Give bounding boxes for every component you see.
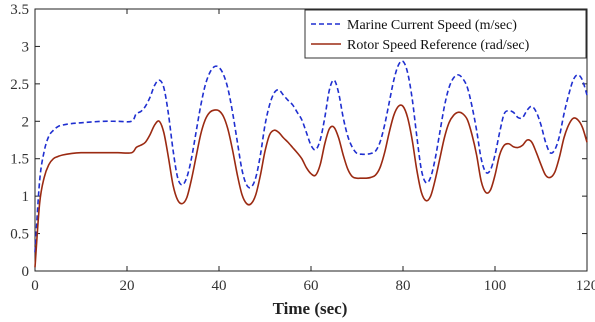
x-tick-label: 20: [120, 278, 135, 294]
y-tick-label: 3.5: [10, 2, 29, 18]
x-tick-label: 0: [31, 278, 39, 294]
legend-box: [304, 9, 587, 59]
x-tick-label: 120: [576, 278, 595, 294]
series-line-2: [34, 104, 588, 268]
x-tick-label: 40: [212, 278, 227, 294]
y-tick-label: 0: [22, 264, 30, 280]
y-tick-label: 2: [22, 114, 30, 130]
x-tick-label: 80: [396, 278, 411, 294]
legend-entry-1: Marine Current Speed (m/sec): [347, 18, 517, 33]
legend-entry-2: Rotor Speed Reference (rad/sec): [347, 38, 530, 53]
x-axis: 0 20 40 60 80 100 120: [31, 9, 595, 294]
y-tick-label: 1.5: [10, 152, 29, 168]
x-axis-label: Time (sec): [273, 299, 348, 318]
y-tick-label: 1: [22, 189, 30, 205]
series-lines: [34, 60, 588, 268]
x-tick-label: 60: [304, 278, 319, 294]
legend: Marine Current Speed (m/sec) Rotor Speed …: [304, 9, 587, 59]
x-tick-label: 100: [484, 278, 507, 294]
y-tick-label: 2.5: [10, 77, 29, 93]
y-axis: 0 0.5 1 1.5 2 2.5 3 3.5: [10, 2, 587, 280]
y-tick-label: 0.5: [10, 227, 29, 243]
y-tick-label: 3: [22, 39, 30, 55]
series-line-1: [34, 60, 588, 253]
